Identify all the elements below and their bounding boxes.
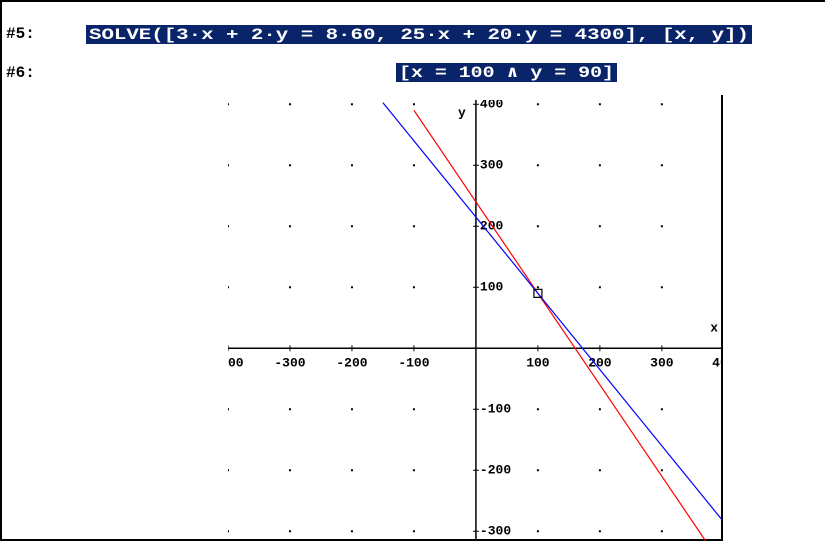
y-tick-label: 300: [480, 158, 504, 173]
line-label[interactable]: #5:: [6, 25, 35, 43]
expression[interactable]: SOLVE([3·x + 2·y = 8·60, 25·x + 20·y = 4…: [89, 26, 749, 44]
x-tick-label: -400: [212, 356, 243, 371]
x-tick-label: -100: [398, 356, 429, 371]
grid-dot: [660, 530, 663, 533]
solution-point: [533, 288, 543, 298]
grid-dot: [598, 164, 601, 167]
x-tick-label: 400: [712, 356, 736, 371]
grid-dot: [350, 164, 353, 167]
plot-pane: -400-300-200-100100200300400400300200100…: [212, 97, 736, 541]
grid-dot: [660, 286, 663, 289]
grid-dot: [288, 286, 291, 289]
grid-dot: [350, 103, 353, 106]
grid-dot: [288, 530, 291, 533]
grid-dot: [536, 469, 539, 472]
selection: [396, 63, 617, 82]
grid-dot: [288, 103, 291, 106]
grid-dot: [288, 408, 291, 411]
grid-dot: [228, 103, 229, 106]
y-axis-label: y: [458, 105, 466, 120]
grid-dot: [660, 469, 663, 472]
grid-dot: [228, 225, 229, 228]
grid-dot: [598, 286, 601, 289]
grid-dot: [412, 164, 415, 167]
grid-dot: [288, 469, 291, 472]
grid-dot: [660, 408, 663, 411]
grid-dot: [228, 469, 229, 472]
plot-line: [413, 110, 706, 541]
grid-dot: [228, 408, 229, 411]
grid-dot: [598, 225, 601, 228]
line-label[interactable]: #6:: [6, 64, 35, 82]
expression[interactable]: [x = 100 ∧ y = 90]: [399, 64, 614, 82]
grid-dot: [598, 469, 601, 472]
grid-dot: [412, 225, 415, 228]
grid-dot: [288, 225, 291, 228]
x-tick-label: 100: [526, 356, 550, 371]
grid-dot: [536, 286, 539, 289]
grid-dot: [412, 469, 415, 472]
grid-dot: [660, 225, 663, 228]
grid-dot: [412, 286, 415, 289]
grid-dot: [228, 530, 229, 533]
grid-dot: [660, 164, 663, 167]
grid-dot: [350, 469, 353, 472]
grid-dot: [350, 530, 353, 533]
grid-dot: [598, 103, 601, 106]
x-tick-label: -300: [274, 356, 305, 371]
grid-dot: [412, 103, 415, 106]
grid-dot: [412, 530, 415, 533]
y-tick-label: 400: [480, 97, 504, 112]
y-tick-label: 100: [480, 280, 504, 295]
grid-dot: [536, 530, 539, 533]
plot-line: [382, 102, 722, 521]
grid-dot: [288, 164, 291, 167]
y-tick-label: -100: [480, 402, 511, 417]
selection: [86, 25, 752, 44]
x-axis-label: x: [710, 321, 718, 336]
grid-dot: [536, 164, 539, 167]
grid-dot: [228, 164, 229, 167]
grid-dot: [598, 408, 601, 411]
x-tick-label: 200: [588, 356, 612, 371]
grid-dot: [598, 530, 601, 533]
grid-dot: [536, 103, 539, 106]
grid-dot: [536, 408, 539, 411]
grid-dot: [350, 225, 353, 228]
y-tick-label: -300: [480, 524, 511, 539]
grid-dot: [228, 286, 229, 289]
grid-dot: [412, 408, 415, 411]
x-tick-label: 300: [650, 356, 674, 371]
y-tick-label: -200: [480, 463, 511, 478]
grid-dot: [536, 225, 539, 228]
grid-dot: [350, 286, 353, 289]
grid-dot: [350, 408, 353, 411]
x-tick-label: -200: [336, 356, 367, 371]
grid-dot: [660, 103, 663, 106]
